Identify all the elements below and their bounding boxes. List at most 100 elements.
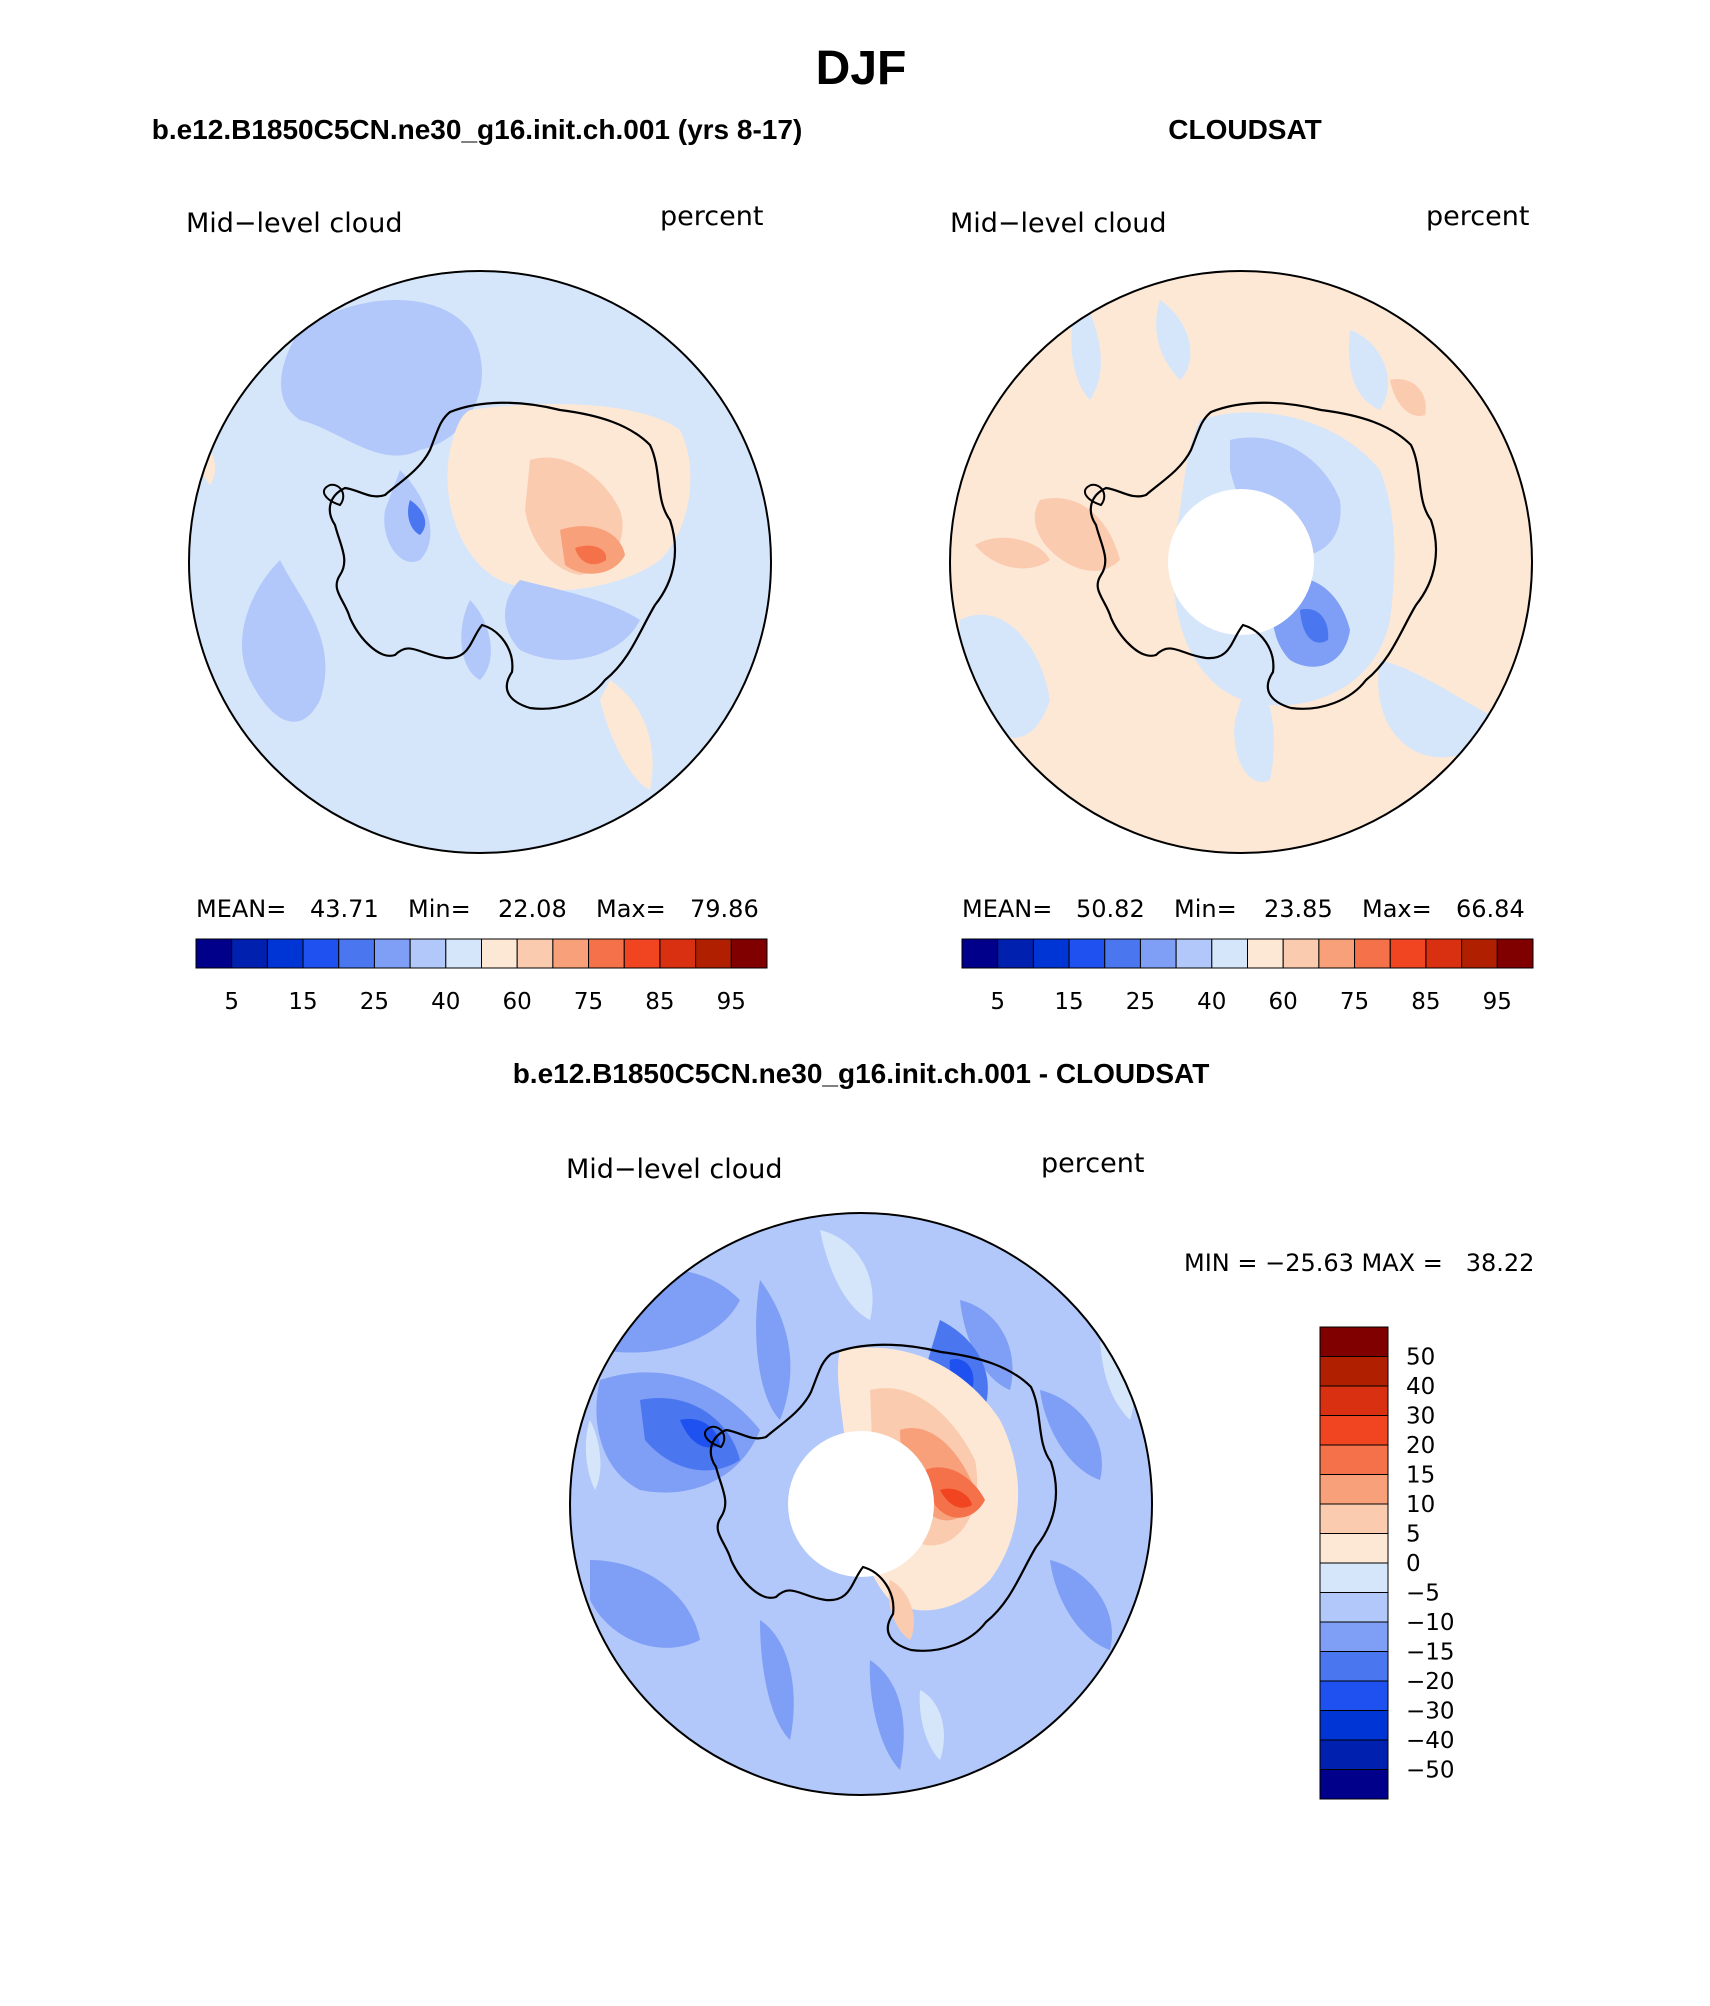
colorbar-difference-tick-label: −15 [1406,1640,1455,1666]
colorbar-model-tick-label: 40 [431,989,460,1015]
panel-model-min-label: Min= [408,895,471,923]
colorbar-difference-tick-label: 20 [1406,1433,1435,1459]
panel-model-colorbar [195,938,768,969]
colorbar-difference-swatch [1319,1562,1389,1593]
colorbar-difference-tick-label: 5 [1406,1522,1421,1548]
colorbar-model-tick-label: 75 [574,989,603,1015]
colorbar-model-swatch [195,938,233,969]
panel-difference-units: percent [1041,1148,1144,1179]
panel-model-title: b.e12.B1850C5CN.ne30_g16.init.ch.001 (yr… [152,114,803,145]
panel-model-units: percent [660,201,763,232]
colorbar-difference-swatch [1319,1415,1389,1446]
main-title: DJF [816,42,907,95]
colorbar-cloudsat-tick-label: 75 [1340,989,1369,1015]
colorbar-difference-tick-label: −30 [1406,1699,1455,1725]
panel-cloudsat-stats: MEAN= 50.82 Min= 23.85 Max= 66.84 [962,895,1525,923]
colorbar-model-swatch [552,938,590,969]
panel-cloudsat-min-value: 23.85 [1264,895,1333,923]
colorbar-cloudsat-tick-label: 60 [1269,989,1298,1015]
colorbar-cloudsat-swatch [1247,938,1284,969]
colorbar-cloudsat-swatch [1139,938,1177,969]
panel-cloudsat-missing-pole [1168,489,1314,635]
colorbar-difference-swatch [1319,1592,1389,1623]
colorbar-model-swatch [302,938,340,969]
colorbar-difference-tick-label: 40 [1406,1374,1435,1400]
colorbar-cloudsat-swatch [1104,938,1141,969]
colorbar-difference-tick-label: 15 [1406,1463,1435,1489]
panel-cloudsat-coastline [1089,401,1438,710]
colorbar-model-swatch [481,938,518,969]
panel-cloudsat-max-label: Max= [1362,895,1432,923]
colorbar-model-swatch [695,938,732,969]
colorbar-cloudsat-swatch [1425,938,1463,969]
colorbar-difference-swatch [1319,1533,1389,1564]
colorbar-cloudsat-swatch [1318,938,1356,969]
colorbar-cloudsat-tick-label: 95 [1483,989,1512,1015]
colorbar-difference-swatch [1319,1503,1389,1534]
colorbar-model-swatch [445,938,482,969]
panel-cloudsat-variable: Mid−level cloud [950,208,1166,239]
panel-model-max-value: 79.86 [690,895,759,923]
panel-cloudsat-colorbar [961,938,1534,969]
colorbar-difference-swatch [1319,1444,1389,1475]
panel-model-variable: Mid−level cloud [186,208,402,239]
colorbar-cloudsat-swatch [1175,938,1213,969]
panel-model-coastline [328,401,677,710]
colorbar-difference-swatch [1319,1385,1389,1416]
colorbar-difference-tick-label: −10 [1406,1610,1455,1636]
colorbar-difference-swatch [1319,1680,1389,1711]
colorbar-difference-tick-label: 0 [1406,1551,1421,1577]
colorbar-difference-tick-label: 30 [1406,1404,1435,1430]
panel-model-max-label: Max= [596,895,666,923]
colorbar-cloudsat-tick-label: 25 [1126,989,1155,1015]
panel-cloudsat-min-label: Min= [1174,895,1237,923]
panel-model-mean-label: MEAN= [196,895,286,923]
colorbar-model-swatch [516,938,554,969]
colorbar-difference-tick-label: 10 [1406,1492,1435,1518]
colorbar-difference-swatch [1319,1710,1389,1741]
colorbar-difference-swatch [1319,1769,1389,1800]
colorbar-difference-swatch [1319,1621,1389,1652]
colorbar-model-tick-label: 60 [503,989,532,1015]
panel-difference: b.e12.B1850C5CN.ne30_g16.init.ch.001 - C… [513,1058,1534,1800]
panel-difference-title: b.e12.B1850C5CN.ne30_g16.init.ch.001 - C… [513,1058,1210,1089]
colorbar-cloudsat-tick-label: 5 [990,989,1005,1015]
colorbar-difference-tick-label: −5 [1406,1581,1440,1607]
colorbar-cloudsat-swatch [1211,938,1248,969]
panel-model-map [188,270,772,854]
colorbar-difference-tick-label: −50 [1406,1758,1455,1784]
colorbar-model-tick-label: 15 [288,989,317,1015]
colorbar-cloudsat-tick-label: 85 [1411,989,1440,1015]
colorbar-model-swatch [409,938,447,969]
panel-cloudsat-colorbar-labels: 5 15 25 40 60 75 85 95 [990,989,1512,1015]
colorbar-cloudsat-swatch [1282,938,1320,969]
colorbar-cloudsat-tick-label: 40 [1197,989,1226,1015]
colorbar-cloudsat-swatch [961,938,999,969]
panel-difference-minmax: MIN = −25.63 MAX = 38.22 [1184,1249,1534,1277]
colorbar-model-swatch [266,938,304,969]
colorbar-model-swatch [373,938,411,969]
colorbar-difference-swatch [1319,1739,1389,1770]
colorbar-cloudsat-swatch [1461,938,1498,969]
colorbar-model-swatch [231,938,268,969]
colorbar-model-swatch [588,938,625,969]
panel-difference-coastline [709,1343,1058,1652]
colorbar-difference-tick-label: −40 [1406,1728,1455,1754]
colorbar-cloudsat-swatch [1496,938,1534,969]
panel-cloudsat: CLOUDSAT Mid−level cloud percent [949,114,1534,1015]
colorbar-cloudsat-swatch [1068,938,1106,969]
panel-cloudsat-title: CLOUDSAT [1168,114,1321,145]
panel-cloudsat-mean-value: 50.82 [1076,895,1145,923]
panel-model-mean-value: 43.71 [310,895,379,923]
panel-cloudsat-mean-label: MEAN= [962,895,1052,923]
colorbar-cloudsat-swatch [997,938,1034,969]
colorbar-difference-swatch [1319,1474,1389,1505]
panel-difference-map [569,1212,1153,1796]
panel-model-colorbar-labels: 5 15 25 40 60 75 85 95 [224,989,746,1015]
colorbar-model-swatch [659,938,697,969]
colorbar-model-tick-label: 5 [224,989,239,1015]
colorbar-difference-tick-label: −20 [1406,1669,1455,1695]
panel-model-min-value: 22.08 [498,895,567,923]
panel-model-stats: MEAN= 43.71 Min= 22.08 Max= 79.86 [196,895,759,923]
